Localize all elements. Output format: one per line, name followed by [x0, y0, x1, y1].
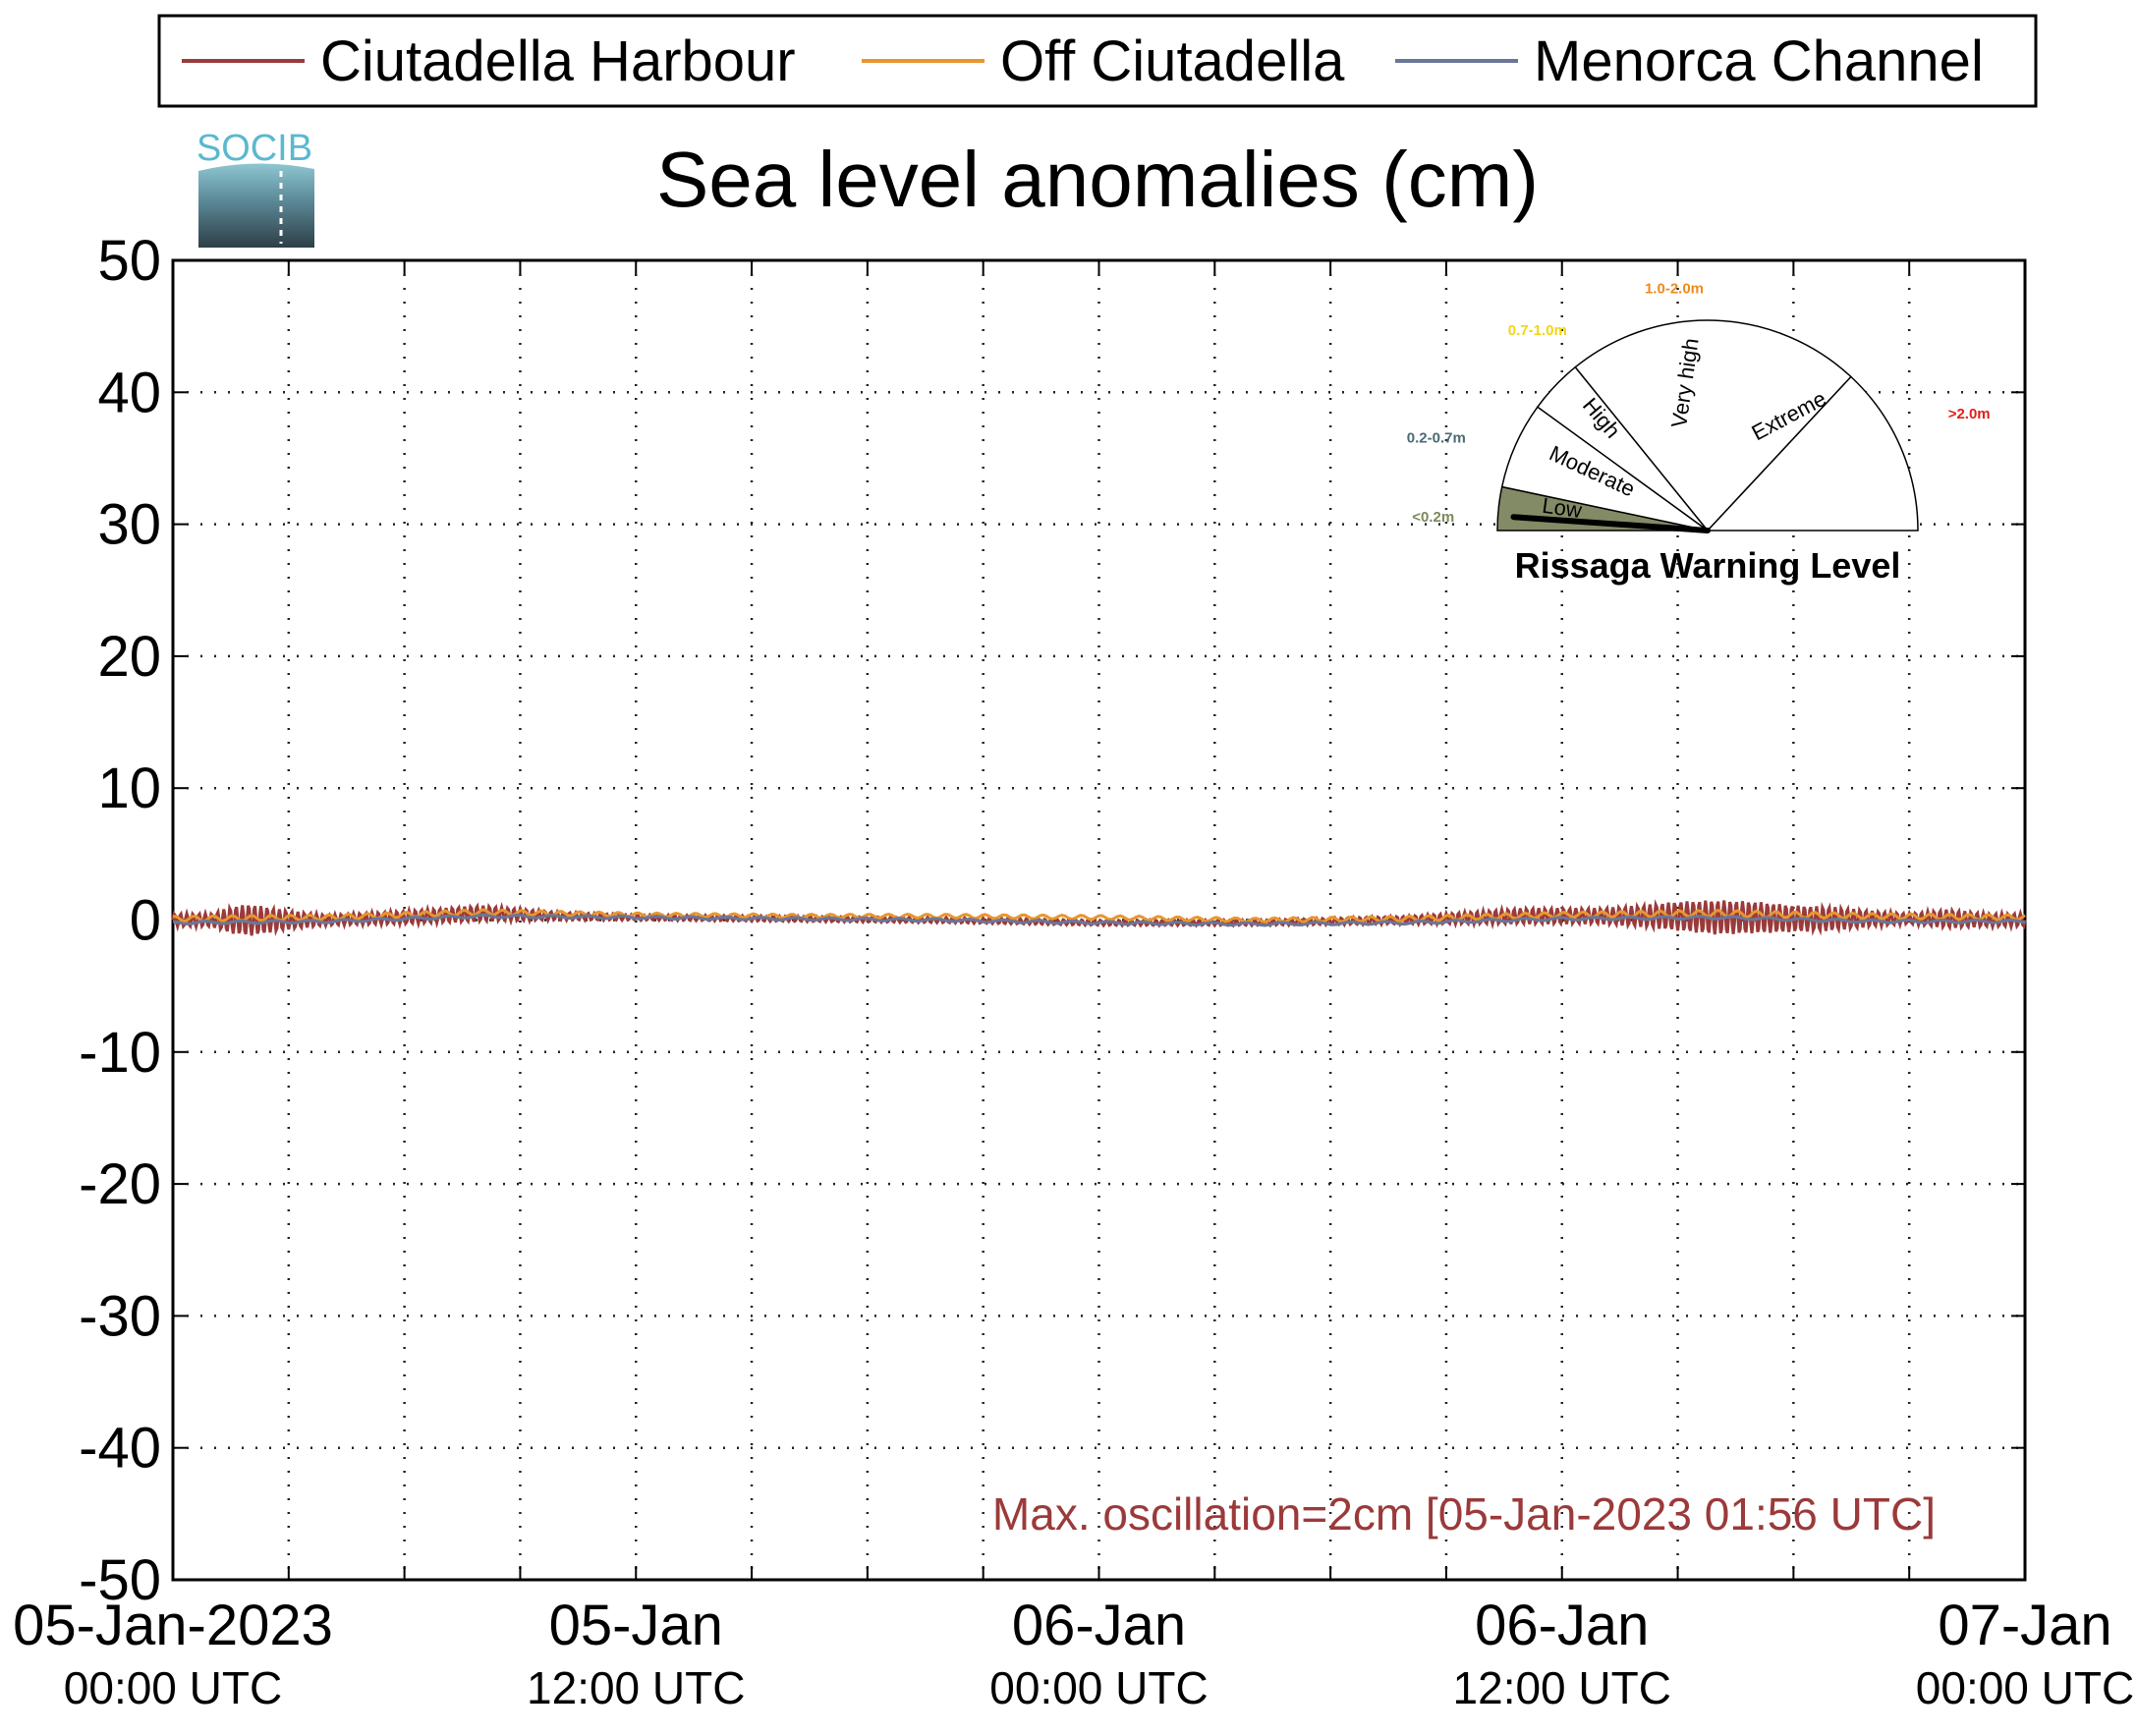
gauge-title: Rissaga Warning Level — [1515, 545, 1901, 586]
gauge-sector-extreme — [1706, 375, 1919, 532]
x-tick-label-date: 05-Jan-2023 — [13, 1594, 333, 1657]
x-tick-label-date: 07-Jan — [1938, 1594, 2111, 1657]
chart-title: Sea level anomalies (cm) — [656, 136, 1539, 223]
y-tick-label: -10 — [79, 1021, 161, 1085]
y-tick-label: -20 — [79, 1152, 161, 1216]
legend-label-menorca-channel: Menorca Channel — [1534, 29, 1984, 93]
gauge-range-label: 1.0-2.0m — [1645, 280, 1704, 297]
gauge-range-label: 0.2-0.7m — [1407, 429, 1466, 446]
series-line-menorca-channel — [172, 913, 2026, 927]
gauge-range-label: >2.0m — [1948, 406, 1991, 422]
y-tick-label: 0 — [130, 889, 161, 953]
y-tick-label: -50 — [79, 1548, 161, 1612]
x-tick-label-time: 12:00 UTC — [527, 1662, 745, 1713]
y-tick-label: -30 — [79, 1284, 161, 1348]
socib-logo-text: SOCIB — [197, 128, 312, 169]
y-tick-label: 20 — [97, 625, 161, 689]
legend: Ciutadella Harbour Off Ciutadella Menorc… — [157, 14, 2038, 108]
x-tick-label-time: 12:00 UTC — [1453, 1662, 1671, 1713]
gauge-sector-very-high — [1574, 319, 1852, 532]
socib-logo: SOCIB — [197, 128, 314, 248]
gauge-needle — [1510, 514, 1711, 533]
gauge-range-label: <0.2m — [1412, 509, 1454, 526]
x-tick-label-date: 05-Jan — [549, 1594, 723, 1657]
x-tick-label-date: 06-Jan — [1475, 1594, 1649, 1657]
y-tick-label: 40 — [97, 361, 161, 424]
y-tick-label: 30 — [97, 493, 161, 557]
y-tick-label: 10 — [97, 756, 161, 820]
socib-logo-wave — [198, 163, 314, 248]
gauge-range-label: 0.7-1.0m — [1508, 322, 1567, 339]
legend-box — [157, 14, 2038, 108]
legend-label-off-ciutadella: Off Ciutadella — [1000, 29, 1345, 93]
y-tick-label: -40 — [79, 1417, 161, 1481]
x-tick-label-time: 00:00 UTC — [1916, 1662, 2134, 1713]
max-oscillation-annotation: Max. oscillation=2cm [05-Jan-2023 01:56 … — [992, 1488, 1936, 1540]
y-axis-tick-labels: 50 40 30 20 10 0 -10 -20 -30 -40 -50 — [79, 229, 161, 1612]
series-line-off-ciutadella — [172, 908, 2026, 924]
x-tick-label-time: 00:00 UTC — [64, 1662, 282, 1713]
y-tick-label: 50 — [97, 229, 161, 293]
axis-ticks — [173, 259, 2025, 1581]
data-series — [171, 899, 2027, 937]
x-tick-label-date: 06-Jan — [1012, 1594, 1186, 1657]
legend-label-ciutadella-harbour: Ciutadella Harbour — [320, 29, 796, 93]
x-tick-label-time: 00:00 UTC — [989, 1662, 1208, 1713]
